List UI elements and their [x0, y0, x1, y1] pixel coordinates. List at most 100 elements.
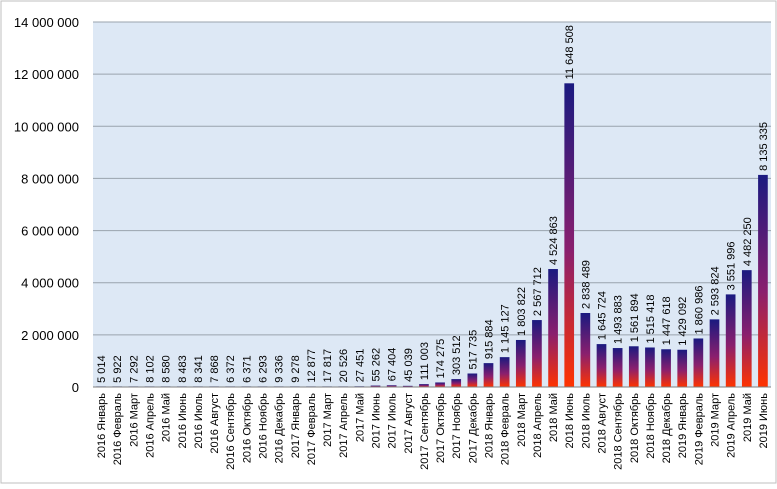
x-tick-label: 2016 Март: [128, 393, 140, 447]
bar: [612, 348, 623, 387]
bar: [758, 174, 768, 387]
bars: [96, 83, 768, 387]
x-tick-label: 2016 Сентябрь: [225, 393, 237, 470]
x-tick-label: 2017 Июнь: [371, 393, 383, 449]
x-tick-label: 2018 Июнь: [564, 393, 576, 449]
x-tick-label: 2017 Июль: [387, 393, 399, 449]
data-label: 2 838 489: [580, 260, 592, 309]
bar: [564, 83, 575, 387]
bar: [467, 373, 478, 387]
data-label: 4 482 250: [742, 217, 754, 266]
data-label: 11 648 508: [564, 25, 576, 79]
y-tick-label: 6 000 000: [21, 224, 79, 239]
data-label: 6 371: [241, 355, 253, 383]
data-label: 17 817: [322, 349, 334, 383]
x-tick-label: 2016 Июнь: [177, 393, 189, 449]
x-tick-label: 2016 Ноябрь: [258, 393, 270, 459]
data-label: 111 003: [419, 342, 431, 380]
x-tick-label: 2019 Апрель: [726, 393, 738, 458]
data-label: 45 039: [403, 348, 415, 382]
data-label: 1 447 618: [661, 296, 673, 345]
x-tick-label: 2019 Май: [742, 393, 754, 442]
data-label: 1 860 986: [693, 286, 705, 335]
bar: [661, 349, 671, 387]
bar: [693, 338, 704, 387]
data-label: 2 593 824: [710, 266, 722, 315]
data-label: 7 868: [209, 355, 221, 383]
y-axis-ticks: 0 2 000 000 4 000 000 6 000 000 8 000 000 10 …: [14, 15, 79, 395]
data-label: 174 275: [435, 339, 447, 379]
x-tick-label: 2019 Март: [710, 393, 722, 447]
x-tick-label: 2017 Январь: [290, 393, 302, 459]
bar: [548, 269, 558, 387]
bar: [532, 320, 542, 387]
bar: [725, 294, 736, 387]
data-label: 2 567 712: [532, 267, 544, 316]
bar: [402, 385, 413, 387]
x-tick-label: 2016 Май: [161, 393, 173, 442]
data-label: 6 372: [225, 355, 237, 383]
x-tick-label: 2019 Февраль: [693, 393, 705, 466]
x-tick-label: 2016 Август: [209, 393, 221, 454]
x-tick-label: 2017 Апрель: [338, 393, 350, 458]
x-tick-label: 2018 Январь: [484, 393, 496, 459]
plot-area: [93, 22, 771, 387]
data-label: 12 877: [306, 349, 318, 383]
bar: [645, 347, 655, 387]
data-label: 1 645 724: [597, 291, 609, 340]
data-label: 5 014: [96, 355, 108, 383]
y-tick-label: 0: [72, 380, 79, 395]
bar: [580, 312, 591, 387]
data-label: 8 483: [177, 355, 189, 383]
x-tick-label: 2017 Октябрь: [435, 393, 447, 463]
bar: [628, 346, 639, 387]
data-label: 4 524 863: [548, 216, 560, 265]
bar: [596, 344, 607, 387]
bar: [370, 385, 381, 387]
data-label: 5 922: [112, 355, 124, 383]
x-tick-label: 2018 Сентябрь: [613, 393, 625, 470]
y-tick-label: 14 000 000: [14, 15, 79, 30]
data-label: 1 429 092: [677, 297, 689, 346]
data-label: 67 404: [387, 348, 399, 382]
x-tick-label: 2017 Август: [403, 393, 415, 454]
x-tick-label: 2016 Июль: [193, 393, 205, 449]
data-label: 1 515 418: [645, 295, 657, 344]
y-tick-label: 8 000 000: [21, 171, 79, 186]
x-tick-label: 2017 Март: [322, 393, 334, 447]
data-label: 915 884: [484, 319, 496, 359]
data-labels: 5 014 5 922 7 292 8 102 8 580 8 483 8 341 7 868…: [96, 25, 770, 383]
x-tick-label: 2018 Октябрь: [629, 393, 641, 463]
x-tick-label: 2017 Сентябрь: [419, 393, 431, 470]
data-label: 303 512: [451, 335, 463, 375]
bar: [386, 385, 397, 387]
y-tick-label: 10 000 000: [14, 119, 79, 134]
data-label: 6 293: [258, 355, 270, 383]
data-label: 8 580: [161, 355, 173, 383]
x-tick-label: 2016 Октябрь: [241, 393, 253, 463]
data-label: 27 451: [354, 349, 366, 383]
data-label: 55 262: [371, 348, 383, 382]
data-label: 1 145 127: [500, 304, 512, 353]
x-tick-label: 2019 Июнь: [758, 393, 770, 449]
x-tick-label: 2019 Январь: [677, 393, 689, 459]
data-label: 517 735: [467, 330, 479, 370]
bar: [499, 357, 510, 387]
data-label: 20 526: [338, 349, 350, 383]
x-tick-label: 2018 Апрель: [532, 393, 544, 458]
x-tick-label: 2018 Декабрь: [661, 393, 673, 464]
data-label: 9 336: [274, 355, 286, 383]
data-label: 1 803 822: [516, 287, 528, 336]
data-label: 1 493 883: [613, 295, 625, 344]
bar: [451, 379, 462, 387]
x-tick-label: 2018 Ноябрь: [645, 393, 657, 459]
data-label: 8 135 335: [758, 122, 770, 171]
x-tick-label: 2018 Август: [597, 393, 609, 454]
data-label: 7 292: [128, 355, 140, 383]
x-tick-label: 2016 Декабрь: [274, 393, 286, 464]
x-tick-label: 2018 Июль: [580, 393, 592, 449]
bar: [677, 349, 688, 387]
data-label: 3 551 996: [726, 241, 738, 290]
x-tick-label: 2017 Май: [354, 393, 366, 442]
x-tick-label: 2017 Февраль: [306, 393, 318, 466]
